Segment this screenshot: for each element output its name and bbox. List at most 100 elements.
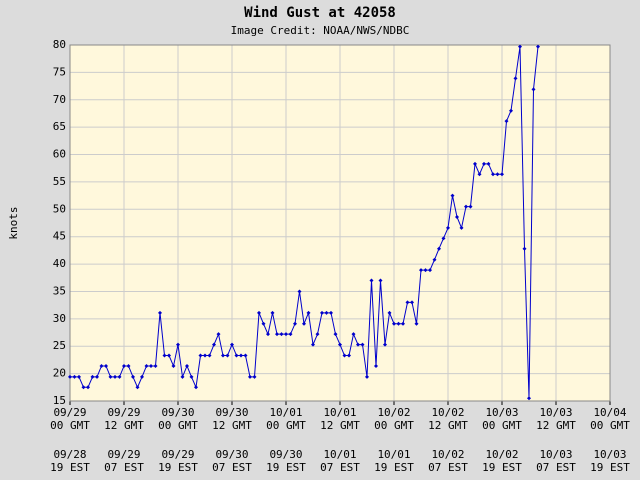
data-point [239,353,243,358]
data-point [351,332,356,337]
data-point [338,342,342,347]
data-point [284,332,288,337]
data-point [275,332,279,337]
x-tick-label: 09/30 19 EST [266,448,306,474]
data-point [441,236,446,241]
data-point [185,363,189,368]
x-tick-label: 09/30 12 GMT [212,406,252,432]
data-point [320,310,324,315]
y-tick-label: 15 [53,394,66,407]
data-point [347,353,351,358]
data-point [252,374,257,379]
x-tick-label: 10/04 00 GMT [590,406,630,432]
data-point [158,310,162,315]
y-tick-label: 30 [53,312,66,325]
x-tick-label: 10/01 00 GMT [266,406,306,432]
data-point [77,374,81,379]
y-tick-label: 25 [53,339,66,352]
y-tick-label: 50 [53,202,66,215]
data-point [464,204,468,209]
data-point [531,87,536,92]
data-point [455,214,459,219]
y-tick-label: 35 [53,284,66,297]
data-point [383,342,387,347]
data-point [432,257,437,262]
data-point [365,374,369,379]
data-point [99,363,104,368]
y-tick-label: 65 [53,120,66,133]
data-point [401,321,405,326]
data-point [423,268,428,273]
data-point [477,172,482,177]
data-point [180,374,185,379]
data-point [522,246,527,251]
data-point [117,374,122,379]
data-point [527,396,531,401]
data-point [225,353,230,358]
data-point [311,342,315,347]
data-point [72,374,77,379]
data-point [468,204,473,209]
data-point [221,353,225,358]
x-tick-label: 09/29 07 EST [104,448,144,474]
data-point [369,278,374,283]
data-point [234,353,239,358]
data-point [414,321,419,326]
data-point [108,374,113,379]
data-point [257,310,261,315]
data-point [356,342,360,347]
y-tick-label: 40 [53,257,66,270]
y-tick-label: 75 [53,65,66,78]
data-point [495,172,500,177]
x-tick-label: 10/02 00 GMT [374,406,414,432]
data-point [135,385,140,390]
data-point [140,374,144,379]
data-point [387,310,392,315]
data-point [113,374,117,379]
data-point [297,289,302,294]
x-tick-label: 09/30 00 GMT [158,406,198,432]
data-point [392,321,396,326]
data-point [302,321,306,326]
data-point [230,342,234,347]
y-tick-label: 70 [53,93,66,106]
x-tick-label: 10/03 12 GMT [536,406,576,432]
plot-frame [69,44,611,402]
data-point [86,385,90,390]
data-point [486,161,491,166]
data-point [153,363,158,368]
data-point [378,278,383,283]
data-point [149,363,153,368]
data-point [216,332,221,337]
data-point [207,353,212,358]
data-point [428,268,432,273]
x-tick-label: 09/30 07 EST [212,448,252,474]
x-tick-label: 10/03 19 EST [590,448,630,474]
chart-title: Wind Gust at 42058 [244,5,396,21]
data-point [329,310,333,315]
data-point [90,374,95,379]
data-point [248,374,252,379]
x-tick-label: 09/29 12 GMT [104,406,144,432]
x-tick-label: 09/28 19 EST [50,448,90,474]
x-tick-label: 09/29 19 EST [158,448,198,474]
y-tick-label: 60 [53,148,66,161]
x-tick-label: 10/03 00 GMT [482,406,522,432]
data-point [176,342,180,347]
data-point [306,310,311,315]
y-tick-label: 55 [53,175,66,188]
data-point [104,363,108,368]
data-point [410,300,414,305]
data-point [189,374,194,379]
x-tick-label: 10/02 07 EST [428,448,468,474]
data-point [500,172,504,177]
data-point [288,332,293,337]
data-point [482,161,486,166]
data-point [131,374,135,379]
x-tick-label: 10/02 19 EST [482,448,522,474]
data-point [504,119,509,124]
data-point [279,332,284,337]
data-point [509,108,513,113]
data-point [68,374,72,379]
